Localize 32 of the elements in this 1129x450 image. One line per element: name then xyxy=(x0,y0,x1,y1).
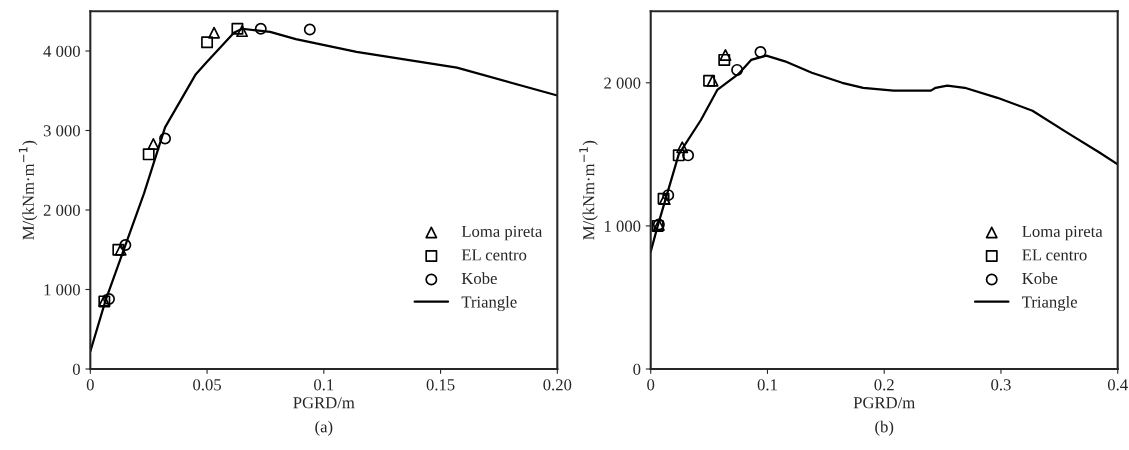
x-tick-label: 0.4 xyxy=(1107,379,1128,391)
y-tick-label: 0 xyxy=(633,363,641,375)
legend-label: Loma pireta xyxy=(1022,225,1103,241)
legend-label: Kobe xyxy=(461,272,497,285)
x-tick-label: 0 xyxy=(86,379,94,391)
y-axis-title: M/(kNm·m$^{−1}$) xyxy=(579,140,598,240)
x-tick-label: 0.20 xyxy=(543,379,572,391)
x-axis-title: PGRD/m xyxy=(853,397,915,409)
x-tick-label: 0.05 xyxy=(193,379,221,391)
text: (b) xyxy=(875,420,894,436)
legend-label: EL centro xyxy=(1022,249,1087,261)
x-tick-label: 0 xyxy=(647,379,655,391)
y-tick-label: 4 000 xyxy=(43,45,80,57)
legend-label: Loma pireta xyxy=(461,225,543,241)
legend-label: Triangle xyxy=(1022,295,1078,312)
y-tick-label: 1 000 xyxy=(44,284,80,296)
x-tick-label: 0.1 xyxy=(757,379,777,391)
y-tick-label: 2 000 xyxy=(604,77,641,89)
legend-label: Kobe xyxy=(1022,272,1058,285)
x-tick-label: 0.15 xyxy=(426,379,455,391)
y-tick-label: 1 000 xyxy=(604,220,641,232)
y-axis-title: M/(kNm·m$^{−1}$) xyxy=(18,140,38,240)
x-axis-title: PGRD/m xyxy=(293,397,355,409)
y-tick-label: 2 000 xyxy=(43,204,80,216)
x-tick-label: 0.3 xyxy=(991,379,1011,391)
legend-label: EL centro xyxy=(461,249,527,261)
y-tick-label: 0 xyxy=(72,363,80,375)
y-tick-label: 3 000 xyxy=(43,125,80,137)
legend-label: Triangle xyxy=(461,295,517,312)
x-tick-label: 0.2 xyxy=(874,379,894,391)
text: (a) xyxy=(315,420,333,436)
x-tick-label: 0.1 xyxy=(314,379,334,391)
